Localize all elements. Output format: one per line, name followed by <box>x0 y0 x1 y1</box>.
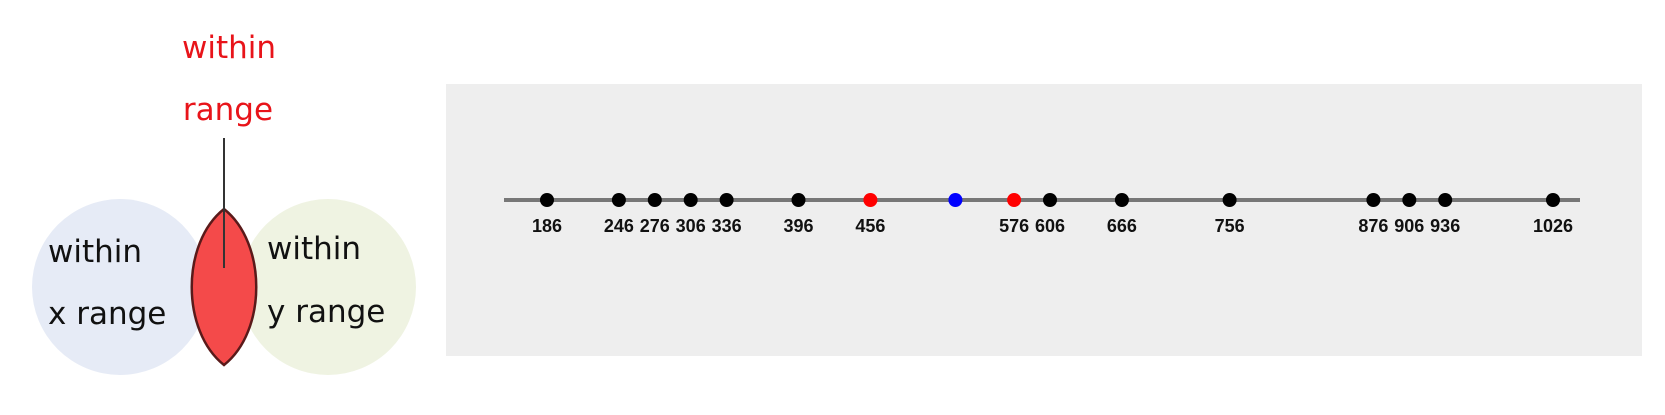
point-label-876: 876 <box>1358 216 1388 236</box>
venn-diagram: within range within x range within y ran… <box>32 30 416 375</box>
point-876 <box>1366 193 1381 207</box>
circle-y-label-line1: within <box>267 231 361 267</box>
point-label-576: 576 <box>999 216 1029 236</box>
point-label-666: 666 <box>1107 216 1137 236</box>
intersection-region <box>190 207 258 367</box>
point-label-606: 606 <box>1035 216 1065 236</box>
point-906 <box>1402 193 1417 207</box>
point-label-1026: 1026 <box>1533 216 1573 236</box>
point-336 <box>719 193 734 207</box>
point-marker-7 <box>948 193 963 207</box>
point-246 <box>611 193 626 207</box>
point-276 <box>647 193 662 207</box>
point-label-336: 336 <box>712 216 742 236</box>
point-label-306: 306 <box>676 216 706 236</box>
point-756 <box>1222 193 1237 207</box>
circle-x-range <box>32 199 208 375</box>
intersection-label-line1: within <box>182 30 276 66</box>
point-606 <box>1043 193 1057 207</box>
circle-y-label-line2: y range <box>267 294 385 330</box>
point-576 <box>1007 193 1022 207</box>
number-line-panel: 186 246 276 306 336 396 456 576 606 666 756 876 906 9… <box>446 84 1642 356</box>
point-306 <box>683 193 698 207</box>
circle-x-label-line1: within <box>48 234 142 270</box>
point-666 <box>1114 193 1129 207</box>
number-line: 186 246 276 306 336 396 456 576 606 666 756 876 906 9… <box>504 193 1580 236</box>
point-936 <box>1438 193 1453 207</box>
point-label-186: 186 <box>532 216 562 236</box>
point-456 <box>863 193 878 207</box>
point-label-246: 246 <box>604 216 634 236</box>
point-label-756: 756 <box>1215 216 1245 236</box>
point-label-276: 276 <box>640 216 670 236</box>
point-label-456: 456 <box>855 216 885 236</box>
point-label-396: 396 <box>783 216 813 236</box>
intersection-label-line2: range <box>183 92 273 128</box>
point-396 <box>791 193 806 207</box>
point-1026 <box>1546 193 1560 207</box>
circle-x-label-line2: x range <box>48 296 166 332</box>
point-label-936: 936 <box>1430 216 1460 236</box>
point-186 <box>540 193 554 207</box>
circle-y-range <box>240 199 416 375</box>
point-label-906: 906 <box>1394 216 1424 236</box>
